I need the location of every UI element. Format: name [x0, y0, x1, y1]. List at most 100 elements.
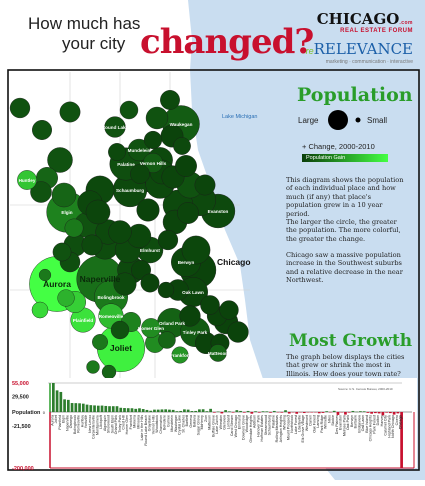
bar-crystal-lake[interactable] [179, 410, 183, 412]
bubble-shorewood[interactable] [92, 334, 108, 350]
bubble-lake-forest[interactable] [173, 137, 191, 155]
bar-orland-park[interactable] [115, 406, 119, 412]
bubble-matteson[interactable] [209, 344, 227, 362]
bar-schaumburg[interactable] [269, 412, 272, 413]
bar-st-charles[interactable] [183, 409, 186, 412]
bubble-bridgeview[interactable] [157, 281, 175, 299]
bar-west-chicago[interactable] [235, 410, 239, 412]
bar-wheeling[interactable] [284, 410, 287, 412]
bar-hanover-park[interactable] [257, 412, 261, 413]
bar-downers-grove[interactable] [242, 412, 246, 413]
bar-woodridge[interactable] [246, 410, 250, 412]
bar-glendale-heights[interactable] [250, 412, 254, 414]
bar-algonquin[interactable] [104, 405, 108, 412]
bubble-channahon[interactable] [101, 364, 117, 380]
bar-dolton[interactable] [377, 412, 381, 414]
bar-streamwood[interactable] [265, 411, 269, 412]
bar-elk-grove-village[interactable] [302, 412, 306, 414]
bar-mchenry[interactable] [201, 409, 205, 412]
bar-elgin[interactable] [63, 399, 66, 412]
bar-mount-prospect[interactable] [287, 412, 291, 414]
bar-blue-island[interactable] [366, 412, 370, 413]
bar-south-elgin[interactable] [111, 406, 115, 412]
bubble-crystal-lake[interactable] [47, 147, 73, 173]
bar-waukegan[interactable] [175, 411, 179, 412]
bar-carol-stream[interactable] [231, 412, 235, 413]
bar-crest-hill[interactable] [123, 408, 126, 412]
bar-lansing[interactable] [317, 412, 321, 414]
bubble-lake-in-the-hills[interactable] [30, 181, 52, 203]
bar-romeoville[interactable] [78, 403, 81, 412]
bar-oak-lawn[interactable] [362, 411, 366, 412]
bar-yorkville[interactable] [85, 404, 89, 412]
chicago-real-estate-forum-logo[interactable]: CHICAGO.com REAL ESTATE FORUM [317, 12, 413, 35]
bar-sugar-grove[interactable] [198, 409, 201, 412]
bubble-grayslake[interactable] [119, 100, 139, 120]
bar-oak-park[interactable] [347, 412, 351, 413]
bar-batavia[interactable] [194, 410, 197, 412]
bar-harvey[interactable] [381, 412, 385, 416]
bar-channahon[interactable] [160, 409, 164, 412]
bar-chicago[interactable] [400, 412, 403, 468]
bubble-wilmette[interactable] [194, 174, 216, 196]
bar-park-forest[interactable] [374, 412, 377, 414]
bubble-round-lake-beach[interactable] [104, 116, 126, 138]
bar-bartlett[interactable] [186, 409, 190, 412]
bar-grayslake[interactable] [149, 410, 153, 412]
bar-wheaton[interactable] [220, 412, 224, 414]
bar-naperville[interactable] [66, 399, 70, 412]
bar-buffalo-grove[interactable] [213, 412, 216, 413]
bubble-crest-hill[interactable] [110, 320, 130, 340]
bar-hoffman-estates[interactable] [261, 411, 265, 412]
bubble-yorkville[interactable] [31, 301, 49, 319]
bubble-vernon-hills[interactable] [142, 152, 164, 174]
bubble-minooka[interactable] [86, 360, 100, 374]
bar-gurnee[interactable] [168, 409, 171, 412]
bar-lake-forest[interactable] [295, 412, 299, 414]
bar-belvidere[interactable] [164, 409, 168, 412]
bubble-rolling-meadows[interactable] [130, 164, 150, 184]
bubble-glendale-heights[interactable] [108, 220, 132, 244]
bubble-mokena[interactable] [158, 331, 176, 349]
bar-highland-park[interactable] [389, 412, 392, 414]
bar-wilmette[interactable] [325, 411, 329, 412]
bubble-mchenry[interactable] [59, 101, 81, 123]
bar-tinley-park[interactable] [119, 407, 123, 412]
bubble-niles[interactable] [177, 202, 199, 224]
bar-bolingbrook[interactable] [74, 403, 78, 412]
bubble-homer-glen[interactable] [141, 318, 161, 338]
bar-glenview[interactable] [224, 410, 227, 412]
bar-minooka[interactable] [138, 408, 141, 412]
bar-mokena[interactable] [134, 408, 138, 412]
bubble-blue-island[interactable] [200, 295, 220, 315]
bar-homer-glen[interactable] [126, 408, 130, 412]
bar-lockport[interactable] [100, 405, 104, 412]
bar-frankfort[interactable] [130, 408, 134, 412]
bar-montgomery[interactable] [96, 405, 100, 412]
bar-shorewood[interactable] [108, 406, 111, 412]
bar-melrose-park[interactable] [344, 412, 347, 415]
bubble-south-elgin[interactable] [64, 218, 84, 238]
bubble-hanover-park[interactable] [85, 199, 111, 225]
bubble-west-chicago[interactable] [81, 234, 103, 256]
bubble-gurnee[interactable] [145, 106, 169, 130]
bubble-darien[interactable] [140, 273, 160, 293]
bar-des-plaines[interactable] [336, 412, 340, 415]
bar-plainfield[interactable] [59, 391, 63, 412]
bubble-carpentersville[interactable] [51, 182, 77, 208]
bar-addison[interactable] [254, 411, 257, 412]
bar-lake-in-the-hills[interactable] [141, 409, 145, 412]
bubble-dolton[interactable] [219, 300, 239, 320]
bar-new-lenox[interactable] [89, 405, 93, 412]
bubble-sugar-grove[interactable] [38, 268, 52, 282]
bar-matteson[interactable] [209, 408, 212, 412]
bar-huntley[interactable] [81, 403, 85, 412]
bubble-mundelein[interactable] [127, 138, 151, 162]
bar-geneva[interactable] [190, 411, 194, 412]
bar-carpentersville[interactable] [93, 405, 96, 412]
bar-aurora[interactable] [52, 383, 55, 412]
bar-arlington-heights[interactable] [280, 412, 284, 413]
bar-park-ridge[interactable] [321, 412, 325, 413]
relevance-logo[interactable]: reRELEVANCE marketing · communication · … [306, 40, 413, 65]
bubble-woodridge[interactable] [113, 272, 137, 296]
